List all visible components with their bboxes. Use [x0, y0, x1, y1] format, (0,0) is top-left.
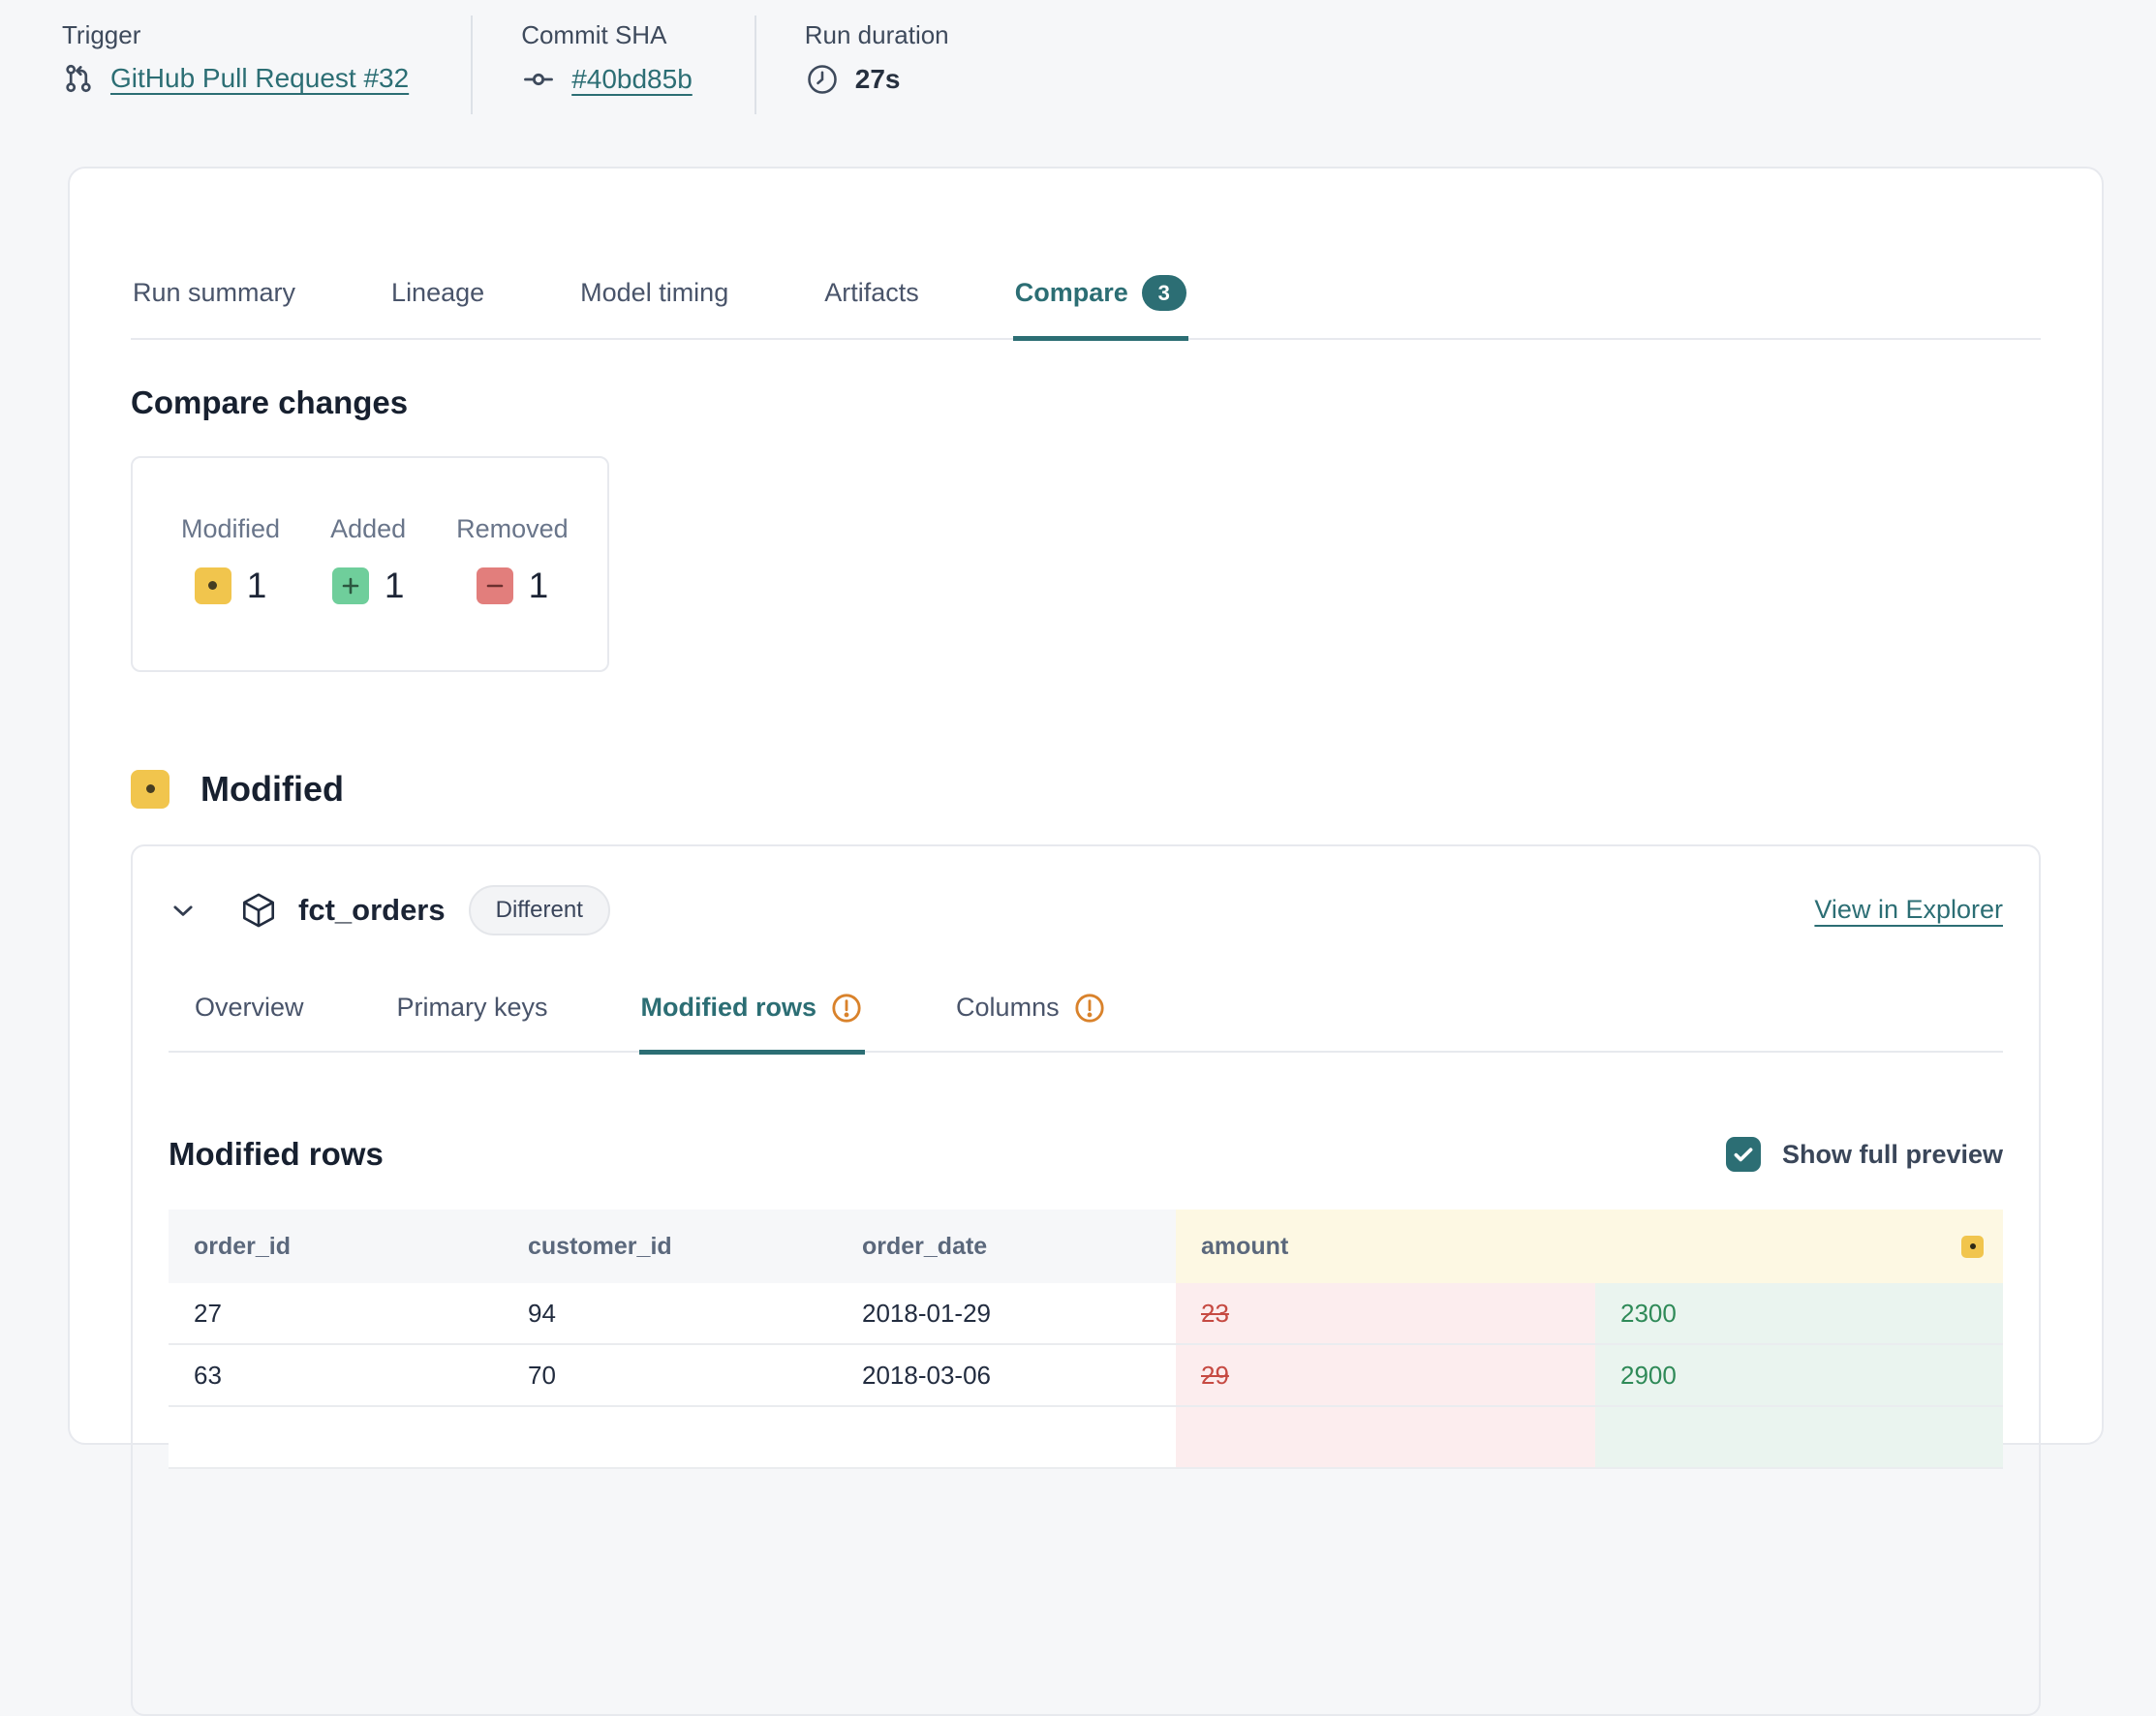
table-cell-order-date: 2018-01-29 [837, 1283, 1176, 1345]
table-cell-order-id [169, 1407, 503, 1469]
table-cell-customer-id: 94 [503, 1283, 837, 1345]
model-sub-tabs: Overview Primary keys Modified rows Colu… [169, 988, 2003, 1055]
modified-group-header: Modified [131, 769, 2041, 810]
git-commit-icon [521, 62, 556, 97]
checkbox-checked-icon[interactable] [1725, 1137, 1761, 1172]
column-header-customer-id: customer_id [503, 1210, 837, 1283]
tab-columns-label: Columns [956, 993, 1060, 1022]
model-card-fct-orders: fct_orders Different View in Explorer Ov… [131, 843, 2041, 1716]
clock-icon [805, 62, 840, 97]
summary-modified-count: 1 [246, 565, 267, 605]
modified-icon [194, 567, 231, 604]
trigger-link[interactable]: GitHub Pull Request #32 [110, 63, 410, 93]
run-detail-card: Run summary Lineage Model timing Artifac… [68, 167, 2104, 1716]
view-in-explorer-link[interactable]: View in Explorer [1814, 895, 2003, 924]
show-full-preview-toggle[interactable]: Show full preview [1725, 1137, 2003, 1172]
summary-added-count: 1 [384, 565, 405, 605]
show-full-preview-label: Show full preview [1781, 1139, 2003, 1169]
commit-sha-link[interactable]: #40bd85b [571, 64, 693, 94]
table-cell-order-id: 63 [169, 1345, 503, 1407]
table-cell-amount-old: 23 [1176, 1283, 1595, 1345]
run-tabs: Run summary Lineage Model timing Artifac… [131, 271, 2041, 341]
tab-primary-keys[interactable]: Primary keys [396, 993, 548, 1022]
column-header-order-date: order_date [837, 1210, 1176, 1283]
duration-meta: Run duration 27s [754, 15, 1011, 114]
summary-modified-label: Modified [181, 513, 281, 543]
summary-added: Added 1 [330, 514, 406, 606]
model-cube-icon [238, 890, 279, 931]
column-header-amount: amount [1176, 1210, 2003, 1283]
run-meta-header: Trigger GitHub Pull Request #32 Commit S… [0, 0, 2156, 114]
table-cell-customer-id: 70 [503, 1345, 837, 1407]
tab-compare[interactable]: Compare 3 [1012, 271, 1188, 341]
tab-compare-label: Compare [1014, 278, 1128, 307]
table-cell-amount-old [1176, 1407, 1595, 1469]
summary-removed-count: 1 [528, 565, 549, 605]
modified-group-title: Modified [200, 768, 344, 809]
modified-rows-table: order_id customer_id order_date amount 2… [169, 1210, 2003, 1469]
summary-added-label: Added [330, 513, 407, 543]
trigger-meta: Trigger GitHub Pull Request #32 [62, 15, 471, 114]
compare-count-badge: 3 [1141, 275, 1186, 311]
trigger-label: Trigger [62, 20, 141, 49]
summary-removed: Removed 1 [456, 514, 569, 606]
tab-lineage[interactable]: Lineage [391, 278, 485, 307]
tab-columns[interactable]: Columns [954, 988, 1108, 1055]
commit-meta: Commit SHA #40bd85b [471, 15, 755, 114]
summary-removed-label: Removed [456, 513, 569, 543]
modified-icon [131, 769, 169, 809]
compare-changes-title: Compare changes [131, 383, 409, 420]
compare-summary-card: Modified 1 Added 1 Removed 1 [131, 455, 609, 672]
table-cell-amount-new [1595, 1407, 2003, 1469]
warning-icon [1073, 992, 1106, 1025]
modified-rows-title: Modified rows [169, 1136, 384, 1172]
tab-artifacts[interactable]: Artifacts [824, 278, 919, 307]
modified-rows-header: Modified rows Show full preview [169, 1136, 2003, 1173]
table-cell-order-date [837, 1407, 1176, 1469]
git-pull-request-icon [62, 62, 95, 95]
model-name: fct_orders [298, 892, 446, 927]
added-icon [331, 567, 369, 604]
tab-modified-rows-label: Modified rows [640, 993, 817, 1022]
column-header-order-id: order_id [169, 1210, 503, 1283]
table-cell-order-id: 27 [169, 1283, 503, 1345]
duration-value: 27s [854, 64, 901, 94]
amount-header-label: amount [1201, 1232, 1289, 1260]
table-cell-amount-new: 2300 [1595, 1283, 2003, 1345]
table-cell-amount-old: 29 [1176, 1345, 1595, 1407]
warning-icon [830, 992, 863, 1025]
summary-modified: Modified 1 [181, 514, 280, 606]
table-cell-amount-new: 2900 [1595, 1345, 2003, 1407]
table-cell-customer-id [503, 1407, 837, 1469]
tab-run-summary[interactable]: Run summary [133, 278, 296, 307]
tab-model-timing[interactable]: Model timing [580, 278, 729, 307]
tab-modified-rows[interactable]: Modified rows [638, 988, 866, 1055]
tab-overview[interactable]: Overview [195, 993, 304, 1022]
model-header: fct_orders Different View in Explorer [169, 884, 2003, 935]
modified-column-icon [1961, 1235, 1984, 1258]
chevron-down-icon[interactable] [169, 896, 198, 925]
model-status-badge: Different [468, 884, 610, 935]
commit-label: Commit SHA [521, 20, 667, 49]
table-cell-order-date: 2018-03-06 [837, 1345, 1176, 1407]
removed-icon [476, 567, 513, 604]
duration-label: Run duration [804, 20, 949, 49]
